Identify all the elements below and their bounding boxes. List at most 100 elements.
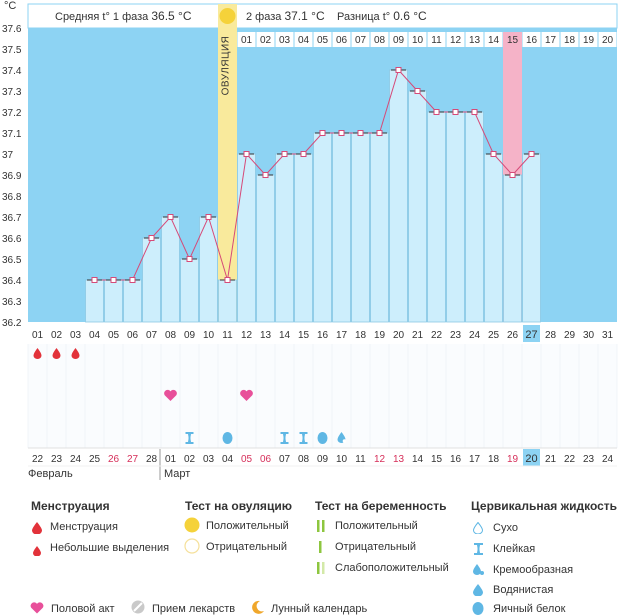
temperature-bar	[503, 174, 522, 323]
y-tick-label: 36.5	[2, 255, 22, 266]
calendar-date: 14	[412, 454, 424, 465]
temperature-bar	[199, 216, 218, 323]
calendar-date-today: 20	[525, 453, 537, 465]
cycle-day-label: 13	[260, 330, 272, 341]
temperature-point	[186, 256, 193, 262]
temperature-point	[395, 67, 402, 73]
y-tick-label: 36.8	[2, 192, 22, 203]
cycle-day-top-cell	[275, 32, 294, 47]
temperature-bar	[484, 153, 503, 323]
temperature-point	[148, 235, 155, 241]
calendar-date: 17	[469, 454, 481, 465]
cycle-day-label: 29	[564, 330, 576, 341]
y-tick-label: 36.4	[2, 276, 22, 287]
cycle-day-top-label: 08	[374, 35, 386, 46]
temperature-point	[300, 151, 307, 157]
cycle-day-label: 03	[70, 330, 82, 341]
legend-cervical-watery: Водянистая	[493, 584, 554, 596]
cycle-day-top-label: 18	[564, 35, 576, 46]
calendar-date: 22	[564, 454, 576, 465]
temperature-point	[167, 214, 174, 220]
legend-pregnancy-test-title: Тест на беременность	[315, 499, 447, 513]
calendar-date: 02	[184, 454, 196, 465]
calendar-date: 22	[32, 454, 44, 465]
cycle-day-label-today: 27	[525, 329, 537, 341]
cycle-day-top-cell	[598, 32, 617, 47]
calendar-date: 25	[89, 454, 101, 465]
cervical-watery-icon	[473, 583, 483, 601]
temperature-point	[262, 172, 269, 178]
cervical-eggwhite-icon	[222, 432, 233, 444]
temperature-bar	[332, 132, 351, 323]
cervical-dry-icon	[472, 521, 484, 539]
month-march: Март	[164, 468, 191, 480]
calendar-date: 08	[298, 454, 310, 465]
cycle-day-top-label: 10	[412, 35, 424, 46]
cycle-day-top-label: 14	[488, 35, 500, 46]
temperature-bar	[142, 237, 161, 323]
cycle-day-top-label: 13	[469, 35, 481, 46]
cycle-day-top-label: 15	[507, 35, 519, 46]
cycle-day-label: 11	[222, 330, 233, 341]
cycle-day-label: 01	[32, 330, 44, 341]
phase2-label: 2 фаза	[246, 11, 282, 23]
cycle-day-label: 22	[431, 330, 443, 341]
calendar-date: 04	[222, 454, 234, 465]
legend-ovulation-negative: Отрицательный	[206, 541, 287, 553]
ovulation-label: ОВУЛЯЦИЯ	[220, 35, 232, 95]
cycle-day-top-cell	[237, 32, 256, 47]
menstruation-drop-icon	[71, 348, 80, 360]
cycle-day-label: 06	[127, 330, 139, 341]
calendar-date: 23	[51, 454, 63, 465]
bbt-chart: 01 02 03 04 05 06 07 08 09 10 11 12 13 14 15 16 17 18 19 20…	[2, 3, 618, 480]
intercourse-heart-icon	[240, 389, 253, 401]
diff-value: 0.6 °C	[393, 9, 427, 23]
diff-label: Разница t°	[337, 11, 391, 23]
temperature-point	[224, 277, 231, 283]
temperature-point	[91, 277, 98, 283]
legend: Менструация Менструация Небольшие выделе…	[0, 485, 626, 616]
phase1-value: 36.5 °C	[151, 9, 192, 23]
cycle-day-label: 04	[89, 330, 101, 341]
pregnancy-weak-icon	[316, 561, 326, 579]
cervical-watery-highlight	[342, 439, 347, 443]
cycle-day-label: 28	[545, 330, 557, 341]
moon-icon	[251, 600, 265, 616]
temperature-bar	[446, 111, 465, 323]
legend-cervical-title: Цервикальная жидкость	[471, 499, 618, 513]
calendar-date: 07	[279, 454, 291, 465]
temperature-point	[281, 151, 288, 157]
cycle-day-top-cell	[370, 32, 389, 47]
temperature-bar	[522, 153, 541, 323]
temperature-bar	[389, 69, 408, 323]
cycle-day-label: 20	[393, 330, 405, 341]
temperature-point	[509, 172, 516, 178]
cervical-creamy-icon	[473, 563, 484, 581]
temperature-bar	[370, 132, 389, 323]
cycle-day-top-cell	[579, 32, 598, 47]
temperature-bar	[351, 132, 370, 323]
temperature-bar	[180, 258, 199, 323]
legend-ovulation-test-title: Тест на овуляцию	[185, 499, 292, 513]
cycle-day-top-cell	[484, 32, 503, 47]
cycle-day-top-label: 09	[393, 35, 405, 46]
temperature-bar	[104, 279, 123, 323]
temperature-bar	[256, 174, 275, 323]
cycle-day-top-label: 19	[583, 35, 595, 46]
cycle-day-top-cell	[256, 32, 275, 47]
cycle-day-label: 19	[374, 330, 386, 341]
temperature-point	[414, 88, 421, 94]
month-february: Февраль	[28, 468, 73, 480]
temperature-bar	[427, 111, 446, 323]
y-tick-label: 37	[2, 150, 14, 161]
spotting-icon	[33, 543, 41, 561]
y-tick-label: 37.6	[2, 24, 22, 35]
y-tick-label: 36.9	[2, 171, 22, 182]
calendar-date: 01	[165, 454, 177, 465]
cycle-day-top-label: 11	[431, 35, 442, 46]
y-tick-label: 37.4	[2, 66, 22, 77]
cycle-day-label: 23	[450, 330, 462, 341]
legend-ovulation-positive: Положительный	[206, 520, 289, 532]
phase1-label: Средняя t° 1 фаза	[55, 11, 149, 23]
cervical-sticky-icon	[299, 432, 308, 444]
